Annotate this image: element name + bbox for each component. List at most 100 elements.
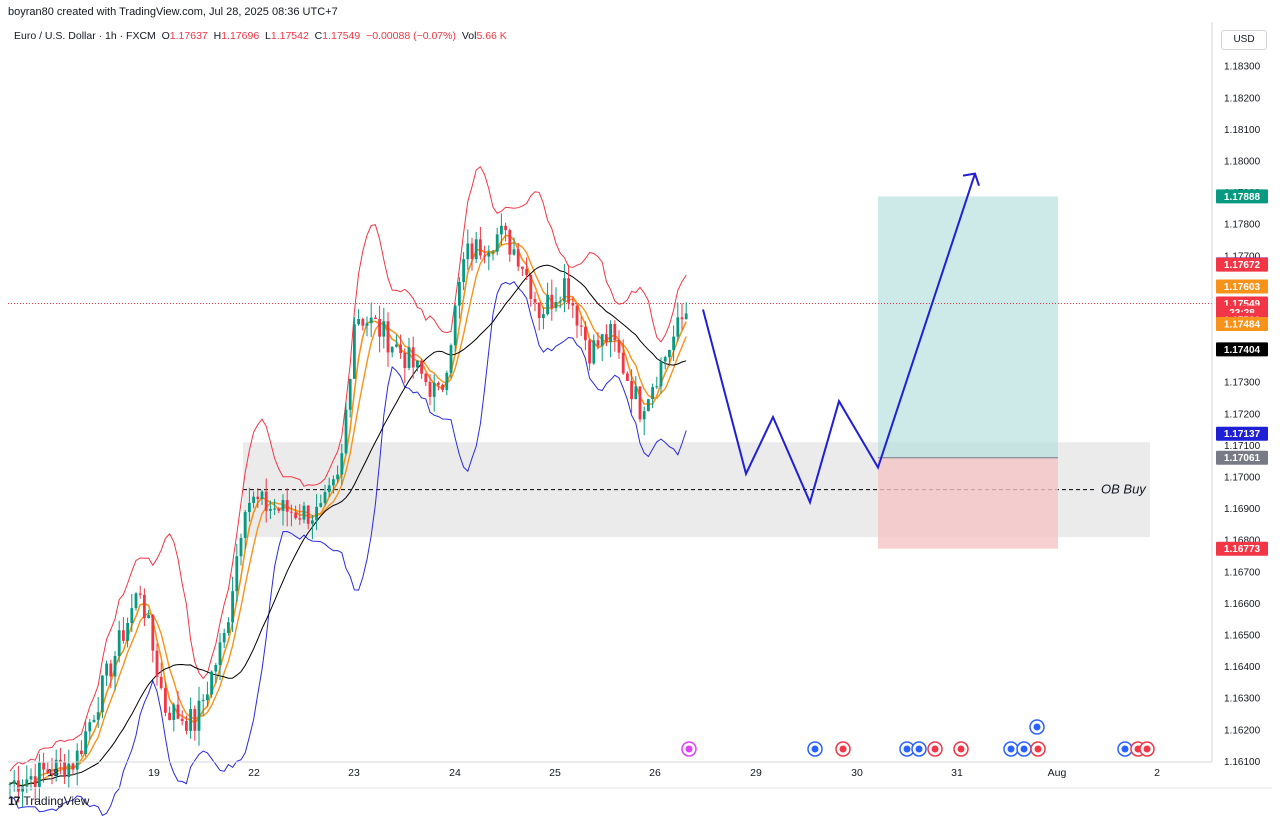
candle-body	[474, 239, 478, 260]
candle-body	[428, 382, 432, 397]
ema-medium-line	[9, 241, 687, 787]
candle-body	[554, 301, 558, 309]
candle-body	[113, 656, 117, 677]
candle-body	[626, 373, 629, 381]
target-zone	[878, 196, 1058, 458]
candle-body	[521, 266, 524, 269]
sma-slow-line	[9, 264, 687, 787]
candle-body	[445, 372, 449, 390]
price-tag	[1216, 279, 1268, 294]
candle-body	[542, 314, 545, 319]
candle-body	[54, 759, 58, 776]
ema-fast-line	[9, 234, 687, 787]
candle-body	[378, 318, 381, 337]
price-tag	[1216, 317, 1268, 332]
candle-body	[155, 650, 159, 677]
candle-body	[600, 334, 604, 346]
price-tag-label: 1.17404	[1224, 345, 1261, 356]
candle-body	[214, 664, 218, 672]
price-tag	[1216, 257, 1268, 272]
candle-body	[189, 709, 192, 731]
price-tag	[1216, 189, 1268, 204]
economic-event-dot	[903, 745, 911, 753]
candle-body	[273, 508, 276, 510]
price-tag	[1216, 541, 1268, 556]
y-tick-label: 1.16100	[1224, 757, 1261, 768]
high-label: H	[213, 30, 222, 42]
candle-body	[80, 750, 83, 755]
stop-zone	[878, 457, 1058, 549]
price-tag-label: 1.17484	[1224, 320, 1261, 331]
y-tick-label: 1.17000	[1224, 473, 1261, 484]
candle-body	[453, 305, 457, 346]
candle-body	[235, 556, 239, 592]
zones-layer: OB Buy	[8, 196, 1212, 549]
candle-body	[563, 278, 566, 302]
candle-body	[126, 623, 129, 641]
candle-body	[676, 317, 680, 337]
candle-body	[344, 409, 348, 454]
candle-body	[260, 491, 264, 499]
x-tick-label: 30	[851, 767, 863, 779]
candle-body	[411, 347, 415, 368]
candle-body	[386, 321, 390, 353]
y-tick-label: 1.16600	[1224, 599, 1261, 610]
symbol-legend[interactable]: Euro / U.S. Dollar · 1h · FXCM O1.17637 …	[14, 30, 507, 42]
open-label: O	[161, 30, 170, 42]
candle-body	[17, 780, 20, 792]
y-tick-label: 1.16300	[1224, 694, 1261, 705]
price-tag-label: 1.17549	[1224, 299, 1261, 310]
x-tick-label: 26	[649, 767, 661, 779]
candle-body	[659, 361, 663, 387]
candle-body	[222, 633, 226, 643]
economic-event-dot	[1033, 723, 1041, 731]
candle-body	[348, 378, 352, 410]
candle-body	[311, 520, 314, 524]
price-tag-label: 1.17137	[1224, 429, 1261, 440]
y-tick-label: 1.18100	[1224, 125, 1261, 136]
candle-body	[546, 294, 549, 315]
volume-label: Vol	[461, 30, 477, 42]
y-tick-label: 1.16800	[1224, 536, 1261, 547]
candle-body	[248, 503, 251, 513]
price-tag	[1216, 342, 1268, 357]
tradingview-logo[interactable]: 17 TradingView	[8, 794, 89, 808]
candle-body	[479, 239, 482, 256]
bollinger-upper-line	[9, 165, 687, 772]
economic-event-dot	[1143, 745, 1151, 753]
candle-body	[432, 382, 436, 397]
candle-body	[441, 384, 444, 390]
candle-body	[609, 324, 612, 343]
candle-body	[332, 479, 335, 486]
price-tag-label: 1.16773	[1224, 544, 1261, 555]
close-value: 1.17549	[322, 30, 361, 42]
candle-body	[327, 485, 331, 493]
candle-body	[285, 500, 289, 512]
candle-body	[638, 386, 642, 420]
currency-selector[interactable]: USD	[1221, 30, 1267, 50]
candle-body	[122, 630, 125, 641]
candle-body	[231, 591, 234, 623]
economic-event-dot	[1020, 745, 1028, 753]
candle-body	[67, 763, 71, 777]
candle-body	[500, 225, 503, 235]
x-tick-label: 18	[47, 767, 59, 779]
candle-body	[8, 783, 12, 785]
candle-body	[63, 761, 66, 777]
candle-body	[525, 268, 528, 275]
candle-body	[416, 360, 419, 368]
candle-body	[281, 500, 285, 511]
candle-body	[164, 688, 167, 713]
candle-body	[151, 615, 155, 651]
candle-body	[96, 712, 100, 720]
y-tick-label: 1.16900	[1224, 504, 1261, 515]
candle-body	[75, 750, 79, 770]
candle-body	[630, 380, 633, 400]
price-tag-label: 1.17603	[1224, 282, 1261, 293]
y-tick-label: 1.18200	[1224, 93, 1261, 104]
x-tick-label: 19	[148, 767, 160, 779]
candle-body	[117, 630, 121, 657]
candle-body	[101, 675, 104, 713]
candle-body	[462, 259, 465, 283]
